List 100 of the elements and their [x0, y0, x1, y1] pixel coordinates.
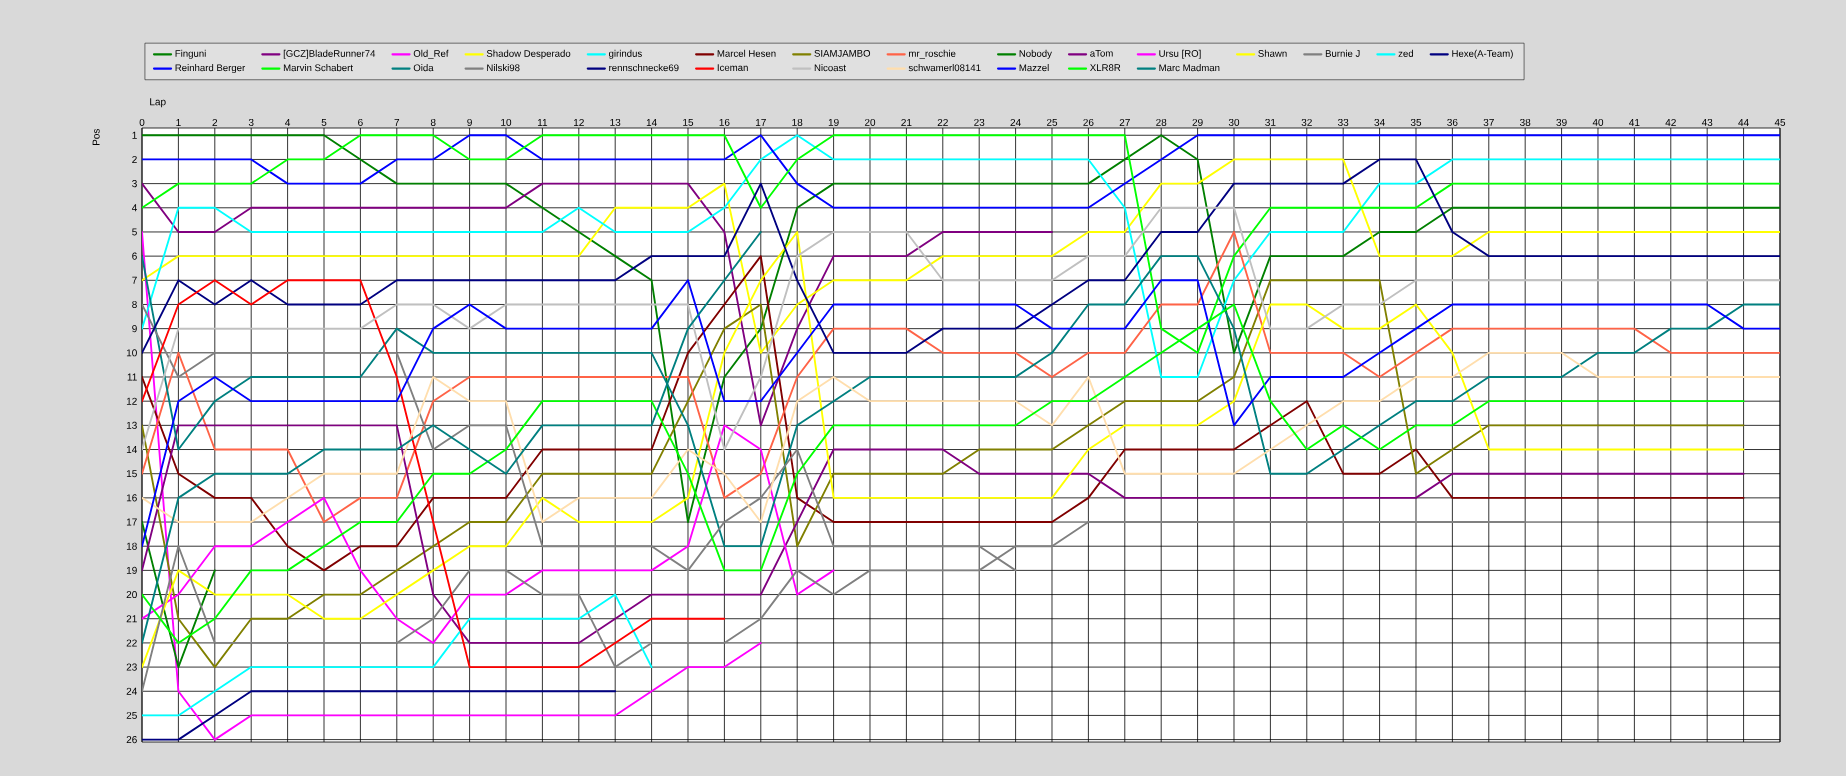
x-tick-label: 29 — [1192, 118, 1203, 126]
legend-label: Marc Madman — [1159, 64, 1220, 72]
y-tick-label: 4 — [131, 204, 137, 212]
y-tick-label: 5 — [132, 228, 137, 236]
x-tick-label: 12 — [573, 118, 584, 126]
x-tick-label: 31 — [1265, 118, 1276, 126]
x-tick-label: 14 — [646, 119, 657, 126]
legend-label: Burnie J — [1325, 49, 1360, 57]
y-tick-label: 19 — [126, 566, 137, 574]
x-tick-label: 38 — [1520, 118, 1531, 126]
legend-label: Nobody — [1019, 49, 1052, 59]
y-tick-label: 21 — [126, 615, 137, 623]
y-tick-label: 17 — [126, 518, 137, 526]
y-tick-label: 20 — [126, 591, 137, 599]
y-tick-label: 2 — [132, 155, 137, 163]
x-tick-label: 22 — [937, 118, 948, 126]
x-tick-label: 25 — [1046, 118, 1058, 126]
x-tick-label: 28 — [1156, 118, 1167, 126]
x-tick-label: 7 — [394, 119, 400, 126]
y-tick-label: 12 — [126, 397, 137, 405]
legend-label: Old_Ref — [413, 49, 449, 59]
y-tick-label: 18 — [126, 542, 137, 550]
x-tick-label: 10 — [501, 118, 512, 126]
y-tick-label: 8 — [132, 300, 137, 309]
legend-label: Shawn — [1258, 49, 1287, 57]
legend-label: XLR8R — [1090, 64, 1121, 72]
y-tick-label: 25 — [126, 711, 137, 719]
y-tick-label: 6 — [132, 252, 137, 260]
x-tick-label: 6 — [358, 118, 363, 126]
legend-label: girindus — [608, 49, 642, 59]
y-tick-label: 23 — [126, 663, 137, 671]
y-tick-label: 26 — [126, 736, 137, 744]
y-tick-label: 11 — [127, 373, 137, 381]
legend-label: Oida — [413, 64, 434, 72]
x-tick-label: 11 — [537, 119, 548, 126]
legend-label: Nilski98 — [487, 64, 520, 72]
x-tick-label: 5 — [321, 118, 327, 126]
y-tick-label: 22 — [126, 639, 137, 647]
x-tick-label: 21 — [901, 118, 912, 126]
legend-label: Mazzel — [1019, 64, 1049, 72]
legend-label: Hexe(A-Team) — [1452, 49, 1513, 59]
legend-label: SIAMJAMBO — [814, 49, 871, 57]
x-tick-label: 37 — [1483, 118, 1494, 126]
x-tick-label: 35 — [1410, 118, 1422, 126]
legend-label: zed — [1398, 49, 1414, 57]
x-tick-label: 24 — [1010, 118, 1021, 126]
x-tick-label: 33 — [1338, 118, 1349, 126]
x-tick-label: 32 — [1301, 118, 1312, 126]
y-tick-label: 10 — [126, 349, 137, 357]
y-tick-label: 3 — [132, 180, 137, 188]
x-tick-label: 41 — [1629, 119, 1640, 126]
x-tick-label: 45 — [1774, 118, 1786, 126]
x-tick-label: 39 — [1556, 118, 1567, 126]
y-tick-label: 16 — [126, 494, 137, 502]
y-tick-label: 14 — [126, 446, 137, 453]
legend-label: Shadow Desperado — [486, 49, 571, 59]
y-tick-label: 13 — [126, 421, 137, 429]
x-tick-label: 4 — [285, 119, 291, 126]
x-tick-label: 18 — [792, 118, 803, 126]
x-tick-label: 15 — [683, 118, 694, 126]
x-tick-label: 19 — [828, 118, 839, 126]
x-tick-label: 8 — [430, 118, 436, 126]
legend-label: schwamerl08141 — [908, 64, 981, 72]
x-tick-label: 26 — [1083, 118, 1094, 126]
x-tick-label: 2 — [212, 118, 218, 126]
y-tick-label: 15 — [126, 470, 137, 478]
legend-label: Ursu [RO] — [1159, 49, 1201, 59]
x-tick-label: 44 — [1738, 119, 1749, 126]
y-tick-label: 9 — [132, 325, 137, 333]
y-tick-label: 1 — [132, 131, 137, 139]
x-tick-label: 20 — [864, 118, 876, 126]
legend-label: [GCZ]BladeRunner74 — [283, 49, 376, 59]
x-tick-label: 27 — [1119, 118, 1130, 126]
x-tick-label: 30 — [1228, 118, 1240, 126]
legend-label: aTom — [1090, 50, 1113, 57]
x-tick-label: 43 — [1701, 118, 1713, 126]
legend-label: mr_roschie — [909, 49, 956, 59]
legend-label: Finguni — [175, 49, 206, 59]
legend-label: Iceman — [717, 64, 748, 71]
x-tick-label: 36 — [1447, 118, 1458, 126]
x-tick-label: 42 — [1665, 118, 1676, 126]
y-tick-label: 7 — [132, 276, 137, 284]
legend-label: rennschnecke69 — [609, 64, 679, 72]
x-tick-label: 13 — [610, 118, 621, 126]
legend-label: Marvin Schabert — [283, 64, 353, 72]
x-tick-label: 40 — [1592, 118, 1604, 126]
y-axis-title: Pos — [92, 128, 100, 146]
y-tick-label: 24 — [126, 687, 137, 695]
x-tick-label: 0 — [139, 118, 145, 126]
x-axis-title: Lap — [150, 98, 166, 108]
x-tick-label: 3 — [248, 118, 254, 126]
legend-label: Marcel Hesen — [717, 49, 776, 57]
x-tick-label: 23 — [974, 118, 985, 126]
x-tick-label: 1 — [176, 119, 181, 126]
x-tick-label: 17 — [755, 119, 766, 126]
x-tick-label: 34 — [1374, 118, 1385, 126]
x-tick-label: 9 — [467, 118, 472, 126]
x-tick-label: 16 — [719, 118, 730, 126]
legend-label: Reinhard Berger — [175, 64, 246, 74]
legend-label: Nicoast — [814, 64, 846, 72]
